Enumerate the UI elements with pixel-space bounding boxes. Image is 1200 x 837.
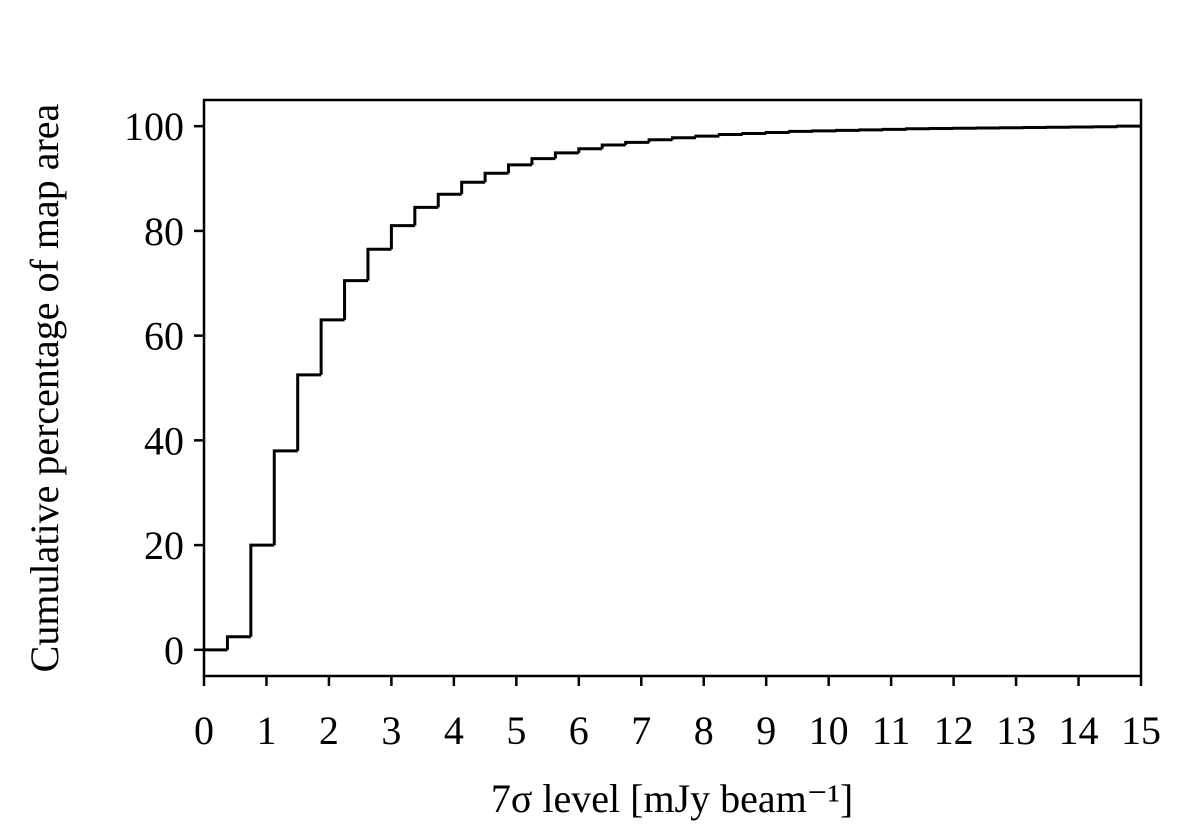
step-bin bbox=[436, 192, 462, 208]
y-tick-label: 80 bbox=[144, 209, 184, 254]
x-axis-label: 7σ level [mJy beam⁻¹] bbox=[491, 776, 853, 821]
x-tick-label: 2 bbox=[319, 708, 339, 753]
step-bin bbox=[577, 147, 603, 153]
step-bin bbox=[1116, 124, 1141, 128]
step-bin bbox=[671, 136, 696, 140]
x-tick-label: 6 bbox=[569, 708, 589, 753]
step-bin bbox=[600, 143, 626, 149]
x-tick-label: 12 bbox=[934, 708, 974, 753]
y-tick-label: 100 bbox=[124, 104, 184, 149]
step-bin bbox=[225, 635, 251, 650]
x-tick-label: 14 bbox=[1059, 708, 1099, 753]
step-bin bbox=[858, 128, 884, 132]
step-bin bbox=[788, 129, 814, 133]
step-bin bbox=[319, 318, 345, 375]
x-tick-label: 5 bbox=[506, 708, 526, 753]
x-tick-label: 11 bbox=[872, 708, 911, 753]
step-bin bbox=[343, 279, 368, 320]
step-bin bbox=[647, 138, 673, 143]
step-bin bbox=[834, 128, 860, 132]
x-tick-label: 15 bbox=[1121, 708, 1161, 753]
plot-frame bbox=[202, 98, 1143, 678]
x-tick-label: 10 bbox=[809, 708, 849, 753]
y-tick-label: 60 bbox=[144, 314, 184, 359]
x-tick-label: 4 bbox=[444, 708, 464, 753]
step-bin bbox=[811, 129, 837, 133]
y-tick-label: 40 bbox=[144, 418, 184, 463]
x-tick-label: 8 bbox=[694, 708, 714, 753]
step-bin bbox=[507, 163, 532, 174]
step-bin bbox=[881, 127, 907, 131]
y-tick-label: 0 bbox=[164, 628, 184, 673]
step-bin bbox=[741, 132, 767, 136]
step-bin bbox=[530, 157, 556, 165]
step-bin bbox=[389, 224, 415, 250]
step-bin bbox=[764, 130, 790, 134]
step-bin bbox=[717, 133, 743, 137]
step-bin bbox=[483, 171, 509, 183]
x-tick-label: 0 bbox=[194, 708, 214, 753]
x-tick-label: 13 bbox=[996, 708, 1036, 753]
x-tick-label: 3 bbox=[381, 708, 401, 753]
step-bin bbox=[296, 373, 322, 451]
y-axis-label: Cumulative percentage of map area bbox=[22, 103, 67, 672]
x-tick-label: 1 bbox=[256, 708, 276, 753]
step-bin bbox=[366, 247, 392, 281]
y-tick-label: 20 bbox=[144, 523, 184, 568]
step-bin bbox=[624, 140, 650, 146]
step-bin bbox=[553, 151, 579, 159]
step-bin bbox=[694, 134, 720, 138]
step-bin bbox=[272, 449, 298, 546]
step-bin bbox=[460, 180, 486, 195]
step-bin bbox=[249, 543, 275, 637]
step-bin bbox=[905, 127, 931, 131]
x-tick-label: 9 bbox=[756, 708, 776, 753]
step-bin bbox=[413, 205, 439, 226]
x-tick-label: 7 bbox=[631, 708, 651, 753]
